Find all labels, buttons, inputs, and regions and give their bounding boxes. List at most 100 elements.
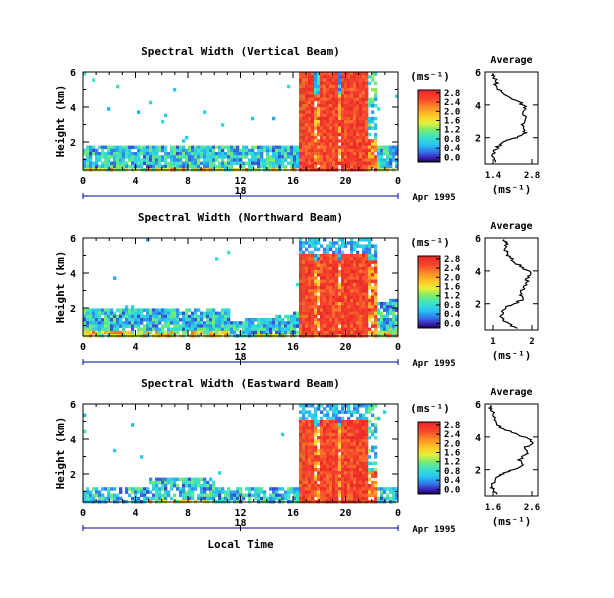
colorbar-swatch — [418, 115, 440, 117]
heatmap-cell — [383, 305, 387, 309]
heatmap-cell — [374, 474, 378, 478]
heatmap-cell — [374, 148, 378, 153]
heatmap-cell — [347, 139, 351, 143]
heatmap-cell — [374, 72, 378, 76]
heatmap-cell — [221, 321, 225, 325]
heatmap-cell — [206, 496, 210, 501]
heatmap-cell — [299, 468, 303, 472]
heatmap-cell — [209, 311, 213, 316]
heatmap-cell — [152, 496, 156, 501]
heatmap-cell — [224, 324, 228, 328]
heatmap-cell — [107, 487, 111, 491]
heatmap-cell — [320, 455, 324, 459]
heatmap-cell — [92, 318, 96, 322]
heatmap-cell — [116, 84, 120, 89]
heatmap-cell — [158, 330, 162, 335]
heatmap-cell — [389, 321, 393, 325]
heatmap-cell — [377, 148, 381, 153]
heatmap-cell — [311, 330, 315, 335]
heatmap-cell — [332, 321, 336, 325]
heatmap-cell — [218, 155, 222, 159]
heatmap-cell — [362, 107, 366, 111]
x-tick-label: 8 — [185, 176, 191, 187]
heatmap-cell — [347, 104, 351, 108]
heatmap-cell — [326, 416, 330, 421]
colorbar-swatch — [418, 466, 440, 468]
heatmap-cell — [395, 94, 399, 98]
heatmap-cell — [329, 78, 333, 82]
heatmap-cell — [365, 436, 369, 440]
heatmap-cell — [320, 474, 324, 478]
heatmap-cell — [341, 129, 345, 134]
heatmap-cell — [218, 493, 222, 498]
heatmap-cell — [260, 490, 264, 494]
heatmap-cell — [188, 152, 192, 156]
heatmap-cell — [317, 238, 321, 242]
heatmap-cell — [362, 88, 366, 92]
heatmap-cell — [344, 94, 348, 98]
heatmap-cell — [299, 416, 303, 421]
heatmap-cell — [341, 423, 345, 427]
heatmap-cell — [362, 464, 366, 469]
heatmap-cell — [308, 152, 312, 156]
heatmap-cell — [110, 493, 114, 498]
heatmap-cell — [113, 448, 117, 453]
heatmap-cell — [341, 244, 345, 248]
heatmap-cell — [146, 311, 150, 316]
heatmap-cell — [191, 318, 195, 322]
heatmap-cell — [206, 480, 210, 485]
heatmap-cell — [92, 308, 96, 312]
heatmap-cell — [107, 493, 111, 498]
heatmap-cell — [374, 97, 378, 102]
heatmap-cell — [371, 155, 375, 159]
heatmap-cell — [353, 487, 357, 491]
heatmap-cell — [338, 126, 342, 130]
heatmap-cell — [131, 324, 135, 328]
heatmap-cell — [350, 324, 354, 328]
heatmap-cell — [356, 420, 360, 424]
heatmap-cell — [311, 78, 315, 82]
heatmap-cell — [302, 493, 306, 498]
heatmap-cell — [314, 311, 318, 316]
heatmap-cell — [83, 161, 87, 166]
heatmap-cell — [335, 88, 339, 92]
heatmap-cell — [170, 321, 174, 325]
colorbar-swatch — [418, 130, 440, 133]
heatmap-cell — [86, 145, 90, 150]
heatmap-cell — [248, 318, 252, 322]
heatmap-cell — [101, 308, 105, 312]
heatmap-cell — [344, 410, 348, 414]
heatmap-cell — [332, 477, 336, 482]
heatmap-cell — [374, 496, 378, 501]
heatmap-cell — [89, 318, 93, 322]
heatmap-cell — [125, 164, 129, 169]
heatmap-cell — [350, 432, 354, 437]
heatmap-cell — [287, 487, 291, 491]
heatmap-cell — [194, 148, 198, 153]
heatmap-cell — [341, 279, 345, 284]
heatmap-cell — [326, 126, 330, 130]
heatmap-cell — [245, 318, 249, 322]
heatmap-cell — [362, 442, 366, 446]
heatmap-cell — [383, 496, 387, 501]
heatmap-cell — [89, 330, 93, 335]
heatmap-cell — [392, 152, 396, 156]
heatmap-cell — [116, 155, 120, 159]
heatmap-cell — [131, 321, 135, 325]
colorbar-tick-label: 0.0 — [444, 153, 460, 163]
heatmap-cell — [368, 241, 372, 245]
heatmap-cell — [83, 493, 87, 498]
heatmap-cell — [332, 468, 336, 472]
heatmap-cell — [359, 132, 363, 137]
heatmap-cell — [167, 164, 171, 169]
heatmap-cell — [224, 493, 228, 498]
heatmap-cell — [356, 493, 360, 498]
heatmap-cell — [152, 487, 156, 491]
heatmap-cell — [374, 257, 378, 261]
heatmap-cell — [374, 487, 378, 491]
heatmap-cell — [323, 448, 327, 453]
heatmap-cell — [278, 493, 282, 498]
heatmap-cell — [152, 164, 156, 169]
heatmap-cell — [356, 416, 360, 421]
heatmap-cell — [83, 158, 87, 162]
